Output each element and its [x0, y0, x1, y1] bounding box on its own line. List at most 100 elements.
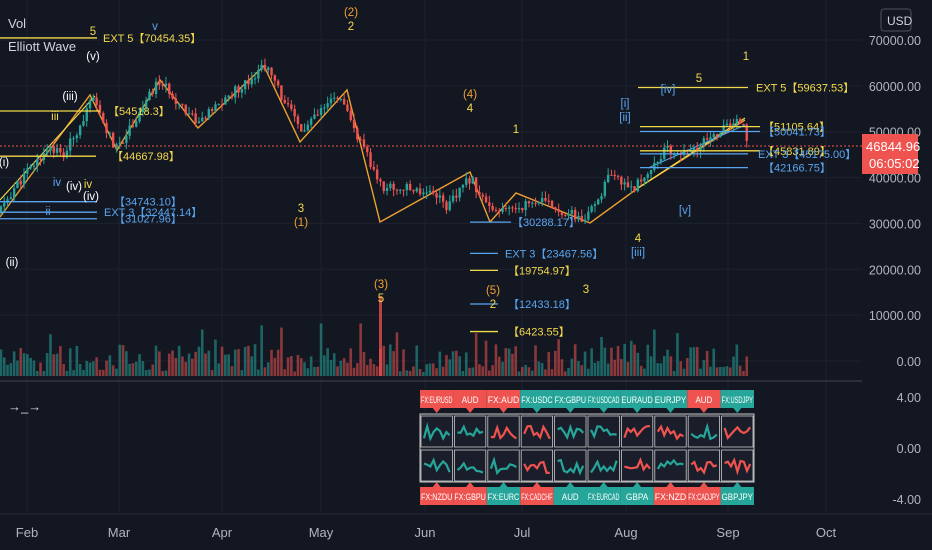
symbol-tag[interactable]	[420, 487, 454, 505]
price-axis[interactable]: 70000.0060000.0050000.0040000.0030000.00…	[869, 34, 921, 369]
candle-body	[646, 174, 649, 178]
volume-bar	[329, 360, 333, 376]
candle-body	[455, 195, 458, 198]
time-axis[interactable]: Feb Mar Apr May Jun Jul Aug Sep Oct	[0, 513, 932, 540]
candle-body	[524, 201, 527, 211]
candle-body	[161, 84, 164, 86]
symbol-tag[interactable]	[486, 390, 521, 408]
legend-volume[interactable]: Vol	[8, 16, 26, 31]
indicator-axis[interactable]: 4.00 0.00 -4.00	[893, 391, 922, 507]
currency-button[interactable]: USD	[880, 8, 913, 32]
candle-body	[616, 175, 620, 177]
volume-bar	[299, 358, 303, 376]
volume-bar	[646, 344, 650, 376]
volume-bar	[316, 366, 320, 376]
volume-bar	[554, 350, 557, 376]
legend-indicator[interactable]: Elliott Wave	[8, 39, 76, 54]
candle-body	[428, 190, 432, 193]
symbol-tag-label: FX:USDC	[521, 395, 553, 405]
candle-body	[366, 146, 369, 153]
candle-body	[154, 81, 158, 94]
wave-label: (i)	[0, 157, 9, 169]
candle-body	[187, 113, 191, 115]
volume-bar	[191, 358, 194, 376]
candle-body	[481, 194, 484, 197]
wave-label: (3)	[374, 279, 388, 291]
volume-bar	[187, 353, 191, 376]
mini-chart-cell	[420, 415, 453, 448]
volume-bar	[504, 348, 508, 376]
fib-level-label: 【12433.18】	[508, 298, 576, 311]
mini-chart	[523, 424, 551, 440]
candle-body	[699, 146, 702, 152]
volume-bar	[521, 366, 524, 376]
candle-body	[432, 190, 435, 194]
candle-body	[379, 179, 382, 182]
candle-body	[564, 214, 567, 216]
volume-bar	[26, 354, 29, 376]
symbol-tag[interactable]	[653, 487, 688, 505]
symbol-tag[interactable]	[453, 390, 487, 408]
symbol-tag[interactable]	[620, 390, 654, 408]
symbol-tag-pointer	[432, 408, 441, 413]
mini-chart	[423, 457, 451, 473]
symbol-tag[interactable]	[587, 390, 621, 408]
volume-bar	[16, 360, 19, 376]
volume-bar	[171, 350, 174, 376]
candle-body	[573, 210, 577, 220]
candle-body	[722, 125, 725, 134]
candle-body	[399, 189, 402, 191]
symbol-tag-label: FX:NZDU	[421, 492, 452, 502]
candle-body	[352, 119, 356, 129]
volume-bar	[309, 356, 313, 376]
volume-bar	[45, 353, 49, 376]
symbol-tag[interactable]	[420, 390, 454, 408]
symbol-tag[interactable]	[587, 487, 621, 505]
symbol-tag[interactable]	[653, 390, 688, 408]
volume-bar	[702, 359, 706, 376]
symbol-tag[interactable]	[520, 390, 554, 408]
symbol-tag[interactable]	[720, 487, 754, 505]
wave-label: iv	[84, 179, 93, 191]
volume-bar	[22, 353, 26, 376]
candle-body	[141, 107, 145, 113]
candle-body	[719, 133, 722, 137]
volume-bar	[567, 367, 570, 376]
symbol-tag[interactable]	[520, 487, 554, 505]
pane2-tool[interactable]: →_→	[8, 399, 41, 414]
symbol-tag[interactable]	[453, 487, 487, 505]
candle-body	[49, 146, 52, 151]
volume-bar	[144, 370, 148, 376]
wave-label: [i]	[621, 98, 630, 110]
candle-body	[158, 81, 161, 85]
symbol-tag-pointer	[599, 482, 608, 487]
volume-bar	[590, 348, 593, 376]
volume-bar	[603, 347, 607, 376]
symbol-tag[interactable]	[720, 390, 754, 408]
symbol-tag[interactable]	[687, 390, 721, 408]
candle-body	[395, 189, 399, 191]
volume-bar	[455, 350, 458, 376]
mini-chart	[523, 460, 550, 474]
candle-body	[501, 207, 504, 213]
wave-label: (1)	[294, 217, 308, 229]
volume-bar	[257, 369, 260, 376]
symbol-tag[interactable]	[620, 487, 654, 505]
volume-bar	[653, 329, 656, 376]
symbol-tag[interactable]	[687, 487, 721, 505]
fx-heatmap-table: FX:EURUSD AUD FX:AUD FX:USDC FX:GBPU FX:USDCA…	[419, 390, 755, 505]
candle-body	[610, 174, 613, 176]
symbol-tag[interactable]	[553, 390, 587, 408]
volume-bar	[55, 353, 59, 376]
wave-labels: (i)(ii)(iii)(iv)(v)iiiiiivviv5(2)2(4)41(…	[0, 7, 749, 311]
candle-body	[82, 121, 85, 126]
symbol-tag[interactable]	[553, 487, 587, 505]
volume-bar	[610, 347, 613, 376]
symbol-tag[interactable]	[486, 487, 521, 505]
candle-body	[323, 107, 326, 109]
candle-body	[633, 186, 636, 192]
volume-bar	[98, 369, 102, 376]
candle-body	[451, 195, 455, 202]
candle-body	[577, 215, 580, 220]
